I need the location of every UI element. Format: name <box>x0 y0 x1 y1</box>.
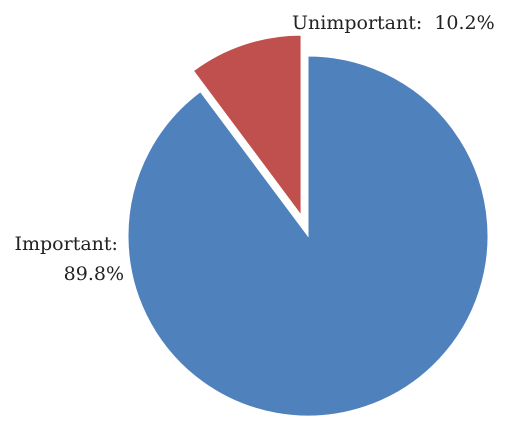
slice-label-unimportant-value: 10.2% <box>434 12 494 34</box>
slice-label-important-value: 89.8% <box>64 263 124 285</box>
pie-slices <box>127 34 489 417</box>
pie-slice-unimportant <box>192 34 302 217</box>
pie-labels: Unimportant: 10.2% Important: 89.8% <box>15 12 495 285</box>
slice-label-unimportant-name: Unimportant: <box>292 12 422 34</box>
pie-slice-important <box>127 55 489 417</box>
slice-label-important-name: Important: <box>15 233 118 255</box>
slice-label-important: Important: 89.8% <box>15 233 125 285</box>
slice-label-unimportant: Unimportant: 10.2% <box>292 12 495 34</box>
